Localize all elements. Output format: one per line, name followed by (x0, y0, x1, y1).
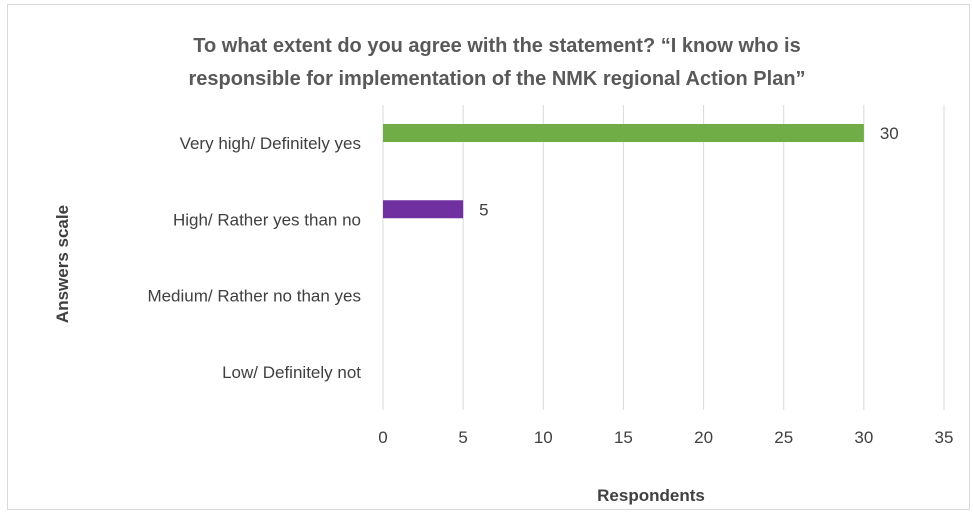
y-axis-title: Answers scale (53, 205, 72, 323)
x-tick-label-20: 20 (694, 428, 713, 447)
data-label-0: 30 (880, 124, 899, 143)
chart-frame: To what extent do you agree with the sta… (7, 4, 970, 510)
chart-title-line-1: To what extent do you agree with the sta… (193, 35, 800, 57)
x-tick-label-35: 35 (935, 428, 954, 447)
x-tick-label-5: 5 (458, 428, 467, 447)
chart-title-line-2: responsible for implementation of the NM… (188, 68, 805, 90)
category-labels: Very high/ Definitely yes High/ Rather ye… (147, 134, 361, 382)
bar-1 (383, 200, 464, 219)
gridlines (382, 105, 945, 410)
chart-title: To what extent do you agree with the sta… (188, 35, 805, 90)
x-tick-label-0: 0 (378, 428, 387, 447)
category-label-3: Low/ Definitely not (222, 363, 361, 382)
data-labels: 30 5 (479, 124, 899, 219)
x-tick-labels: 0 5 10 15 20 25 30 35 (378, 428, 953, 447)
category-label-1: High/ Rather yes than no (173, 210, 361, 229)
category-label-0: Very high/ Definitely yes (180, 134, 361, 153)
x-tick-label-10: 10 (534, 428, 553, 447)
bar-0 (383, 124, 864, 142)
x-tick-label-30: 30 (854, 428, 873, 447)
x-axis-title: Respondents (597, 486, 705, 505)
bar-chart: To what extent do you agree with the sta… (53, 35, 953, 505)
x-tick-label-25: 25 (774, 428, 793, 447)
x-tick-label-15: 15 (614, 428, 633, 447)
category-label-2: Medium/ Rather no than yes (147, 287, 361, 306)
data-label-1: 5 (479, 200, 488, 219)
bars (383, 124, 864, 219)
